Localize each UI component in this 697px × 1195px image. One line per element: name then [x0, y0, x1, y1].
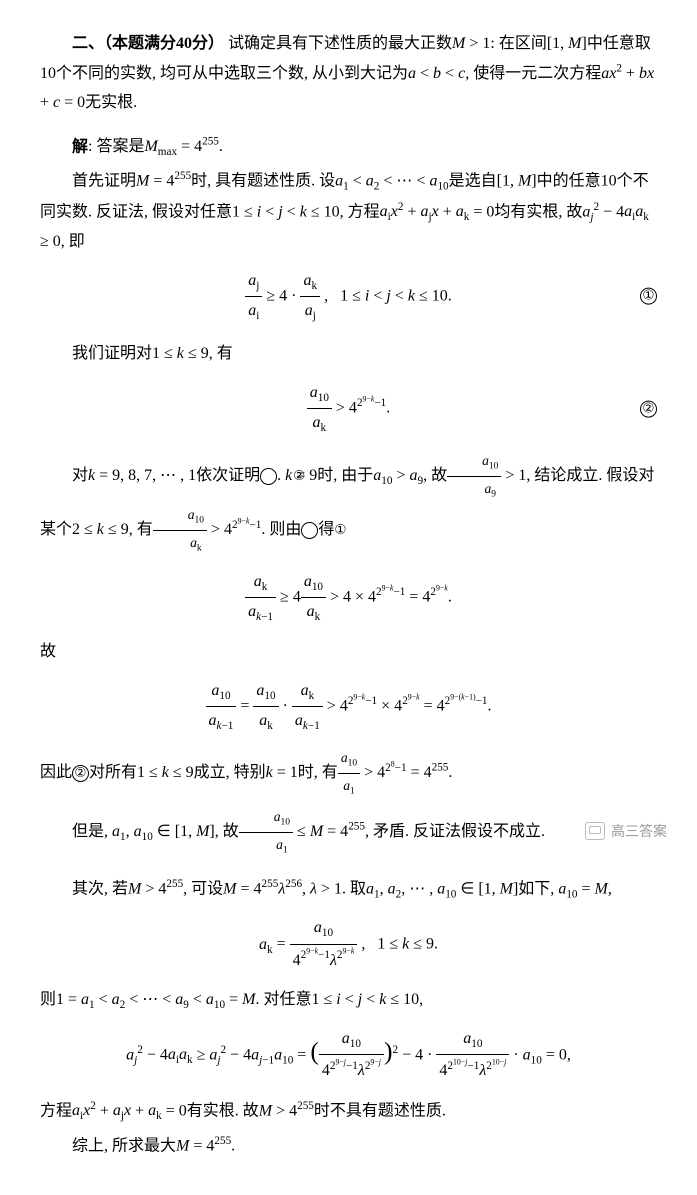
watermark-text: 高三答案 — [611, 819, 667, 844]
para5: 因此②对所有1 ≤ k ≤ 9成立, 特别k = 1时, 有a10a1 > 42… — [40, 746, 657, 801]
answer-line: 解: 答案是Mmax = 4255. — [40, 132, 657, 163]
para4: 故 — [40, 638, 657, 667]
para2: 我们证明对1 ≤ k ≤ 9, 有 — [40, 340, 657, 369]
eq-label-1: ① — [640, 282, 657, 311]
para8: 则1 = a1 < a2 < ⋯ < a9 < a10 = M. 对任意1 ≤ … — [40, 986, 657, 1015]
equation-4: a10ak−1 = a10ak · akak−1 > 429−k−1 × 429… — [40, 677, 657, 737]
equation-2: a10ak > 429−k−1. ② — [40, 379, 657, 439]
answer-text: : 答案是Mmax = 4255. — [88, 138, 223, 155]
problem-header: 二、（本题满分40分） — [72, 35, 224, 52]
solution: 解: 答案是Mmax = 4255. 首先证明M = 4255时, 具有题述性质… — [40, 132, 657, 1161]
equation-1: ajai ≥ 4 · akaj , 1 ≤ i < j < k ≤ 10. ① — [40, 267, 657, 327]
problem-statement: 二、（本题满分40分） 试确定具有下述性质的最大正数M > 1: 在区间[1, … — [40, 30, 657, 118]
solution-header: 解 — [72, 138, 88, 155]
para6: 但是, a1, a10 ∈ [1, M], 故a10a1 ≤ M = 4255,… — [40, 805, 657, 860]
para9: 方程aix2 + ajx + ak = 0有实根. 故M > 4255时不具有题… — [40, 1096, 657, 1127]
para7: 其次, 若M > 4255, 可设M = 4255λ256, λ > 1. 取a… — [40, 874, 657, 905]
equation-3: akak−1 ≥ 4a10ak > 4 × 429−k−1 = 429−k. — [40, 568, 657, 628]
para10: 综上, 所求最大M = 4255. — [40, 1131, 657, 1161]
equation-6: aj2 − 4aiak ≥ aj2 − 4aj−1a10 = (a10429−j… — [40, 1025, 657, 1086]
eq-label-2: ② — [640, 394, 657, 423]
problem-text: 二、（本题满分40分） 试确定具有下述性质的最大正数M > 1: 在区间[1, … — [40, 30, 657, 118]
para1: 首先证明M = 4255时, 具有题述性质. 设a1 < a2 < ⋯ < a1… — [40, 166, 657, 256]
wechat-icon — [585, 822, 605, 840]
equation-5: ak = a10429−k−1λ29−k , 1 ≤ k ≤ 9. — [40, 914, 657, 975]
watermark: 高三答案 — [585, 819, 667, 844]
para3: 对k = 9, 8, 7, ⋯ , 1依次证明②. k = 9时, 由于a10 … — [40, 449, 657, 558]
